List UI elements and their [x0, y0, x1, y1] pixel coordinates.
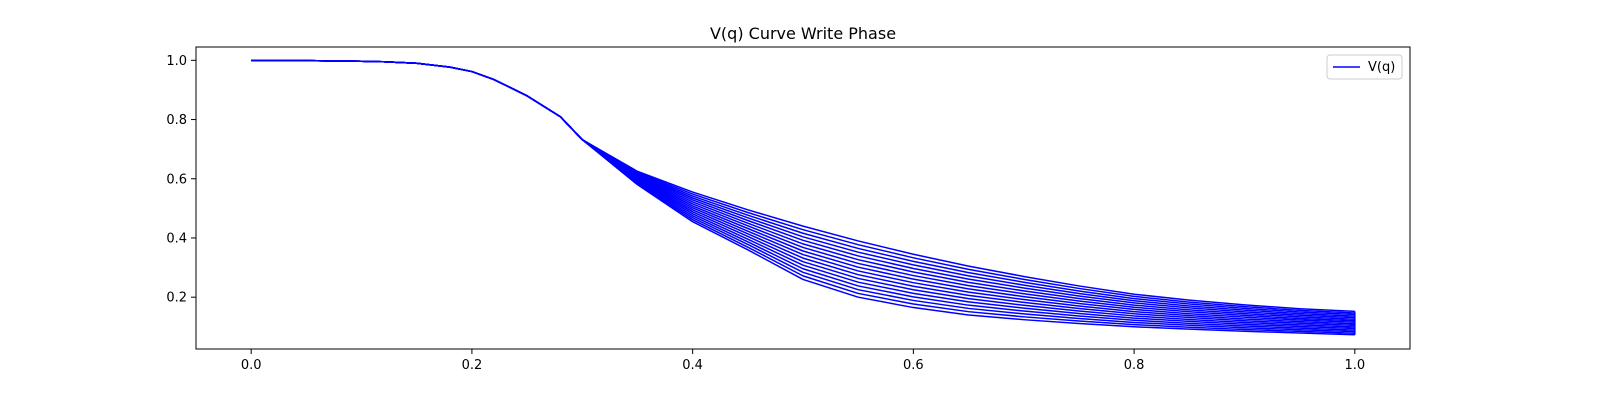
legend-box — [1326, 54, 1403, 80]
x-tick-label: 0.8 — [1124, 358, 1145, 373]
x-axis: 0.0 0.2 0.4 0.6 0.8 1.0 — [241, 349, 1365, 373]
plot-lines — [251, 59, 1356, 336]
x-tick-label: 1.0 — [1344, 358, 1365, 373]
y-tick-label: 0.4 — [166, 231, 187, 246]
x-tick-label: 0.6 — [903, 358, 924, 373]
y-axis: 0.2 0.4 0.6 0.8 1.0 — [166, 54, 196, 306]
plot-frame — [195, 46, 1411, 350]
y-tick-label: 0.6 — [166, 172, 187, 187]
x-tick-label: 0.2 — [462, 358, 483, 373]
chart-title: V(q) Curve Write Phase — [710, 24, 896, 43]
x-tick-label: 0.0 — [241, 358, 262, 373]
y-tick-label: 1.0 — [166, 54, 187, 69]
legend-label: V(q) — [1368, 60, 1395, 75]
vq-curve-line — [251, 59, 1355, 336]
legend: V(q) — [1326, 54, 1403, 80]
x-tick-label: 0.4 — [682, 358, 703, 373]
y-tick-label: 0.8 — [166, 113, 187, 128]
y-tick-label: 0.2 — [166, 291, 187, 306]
